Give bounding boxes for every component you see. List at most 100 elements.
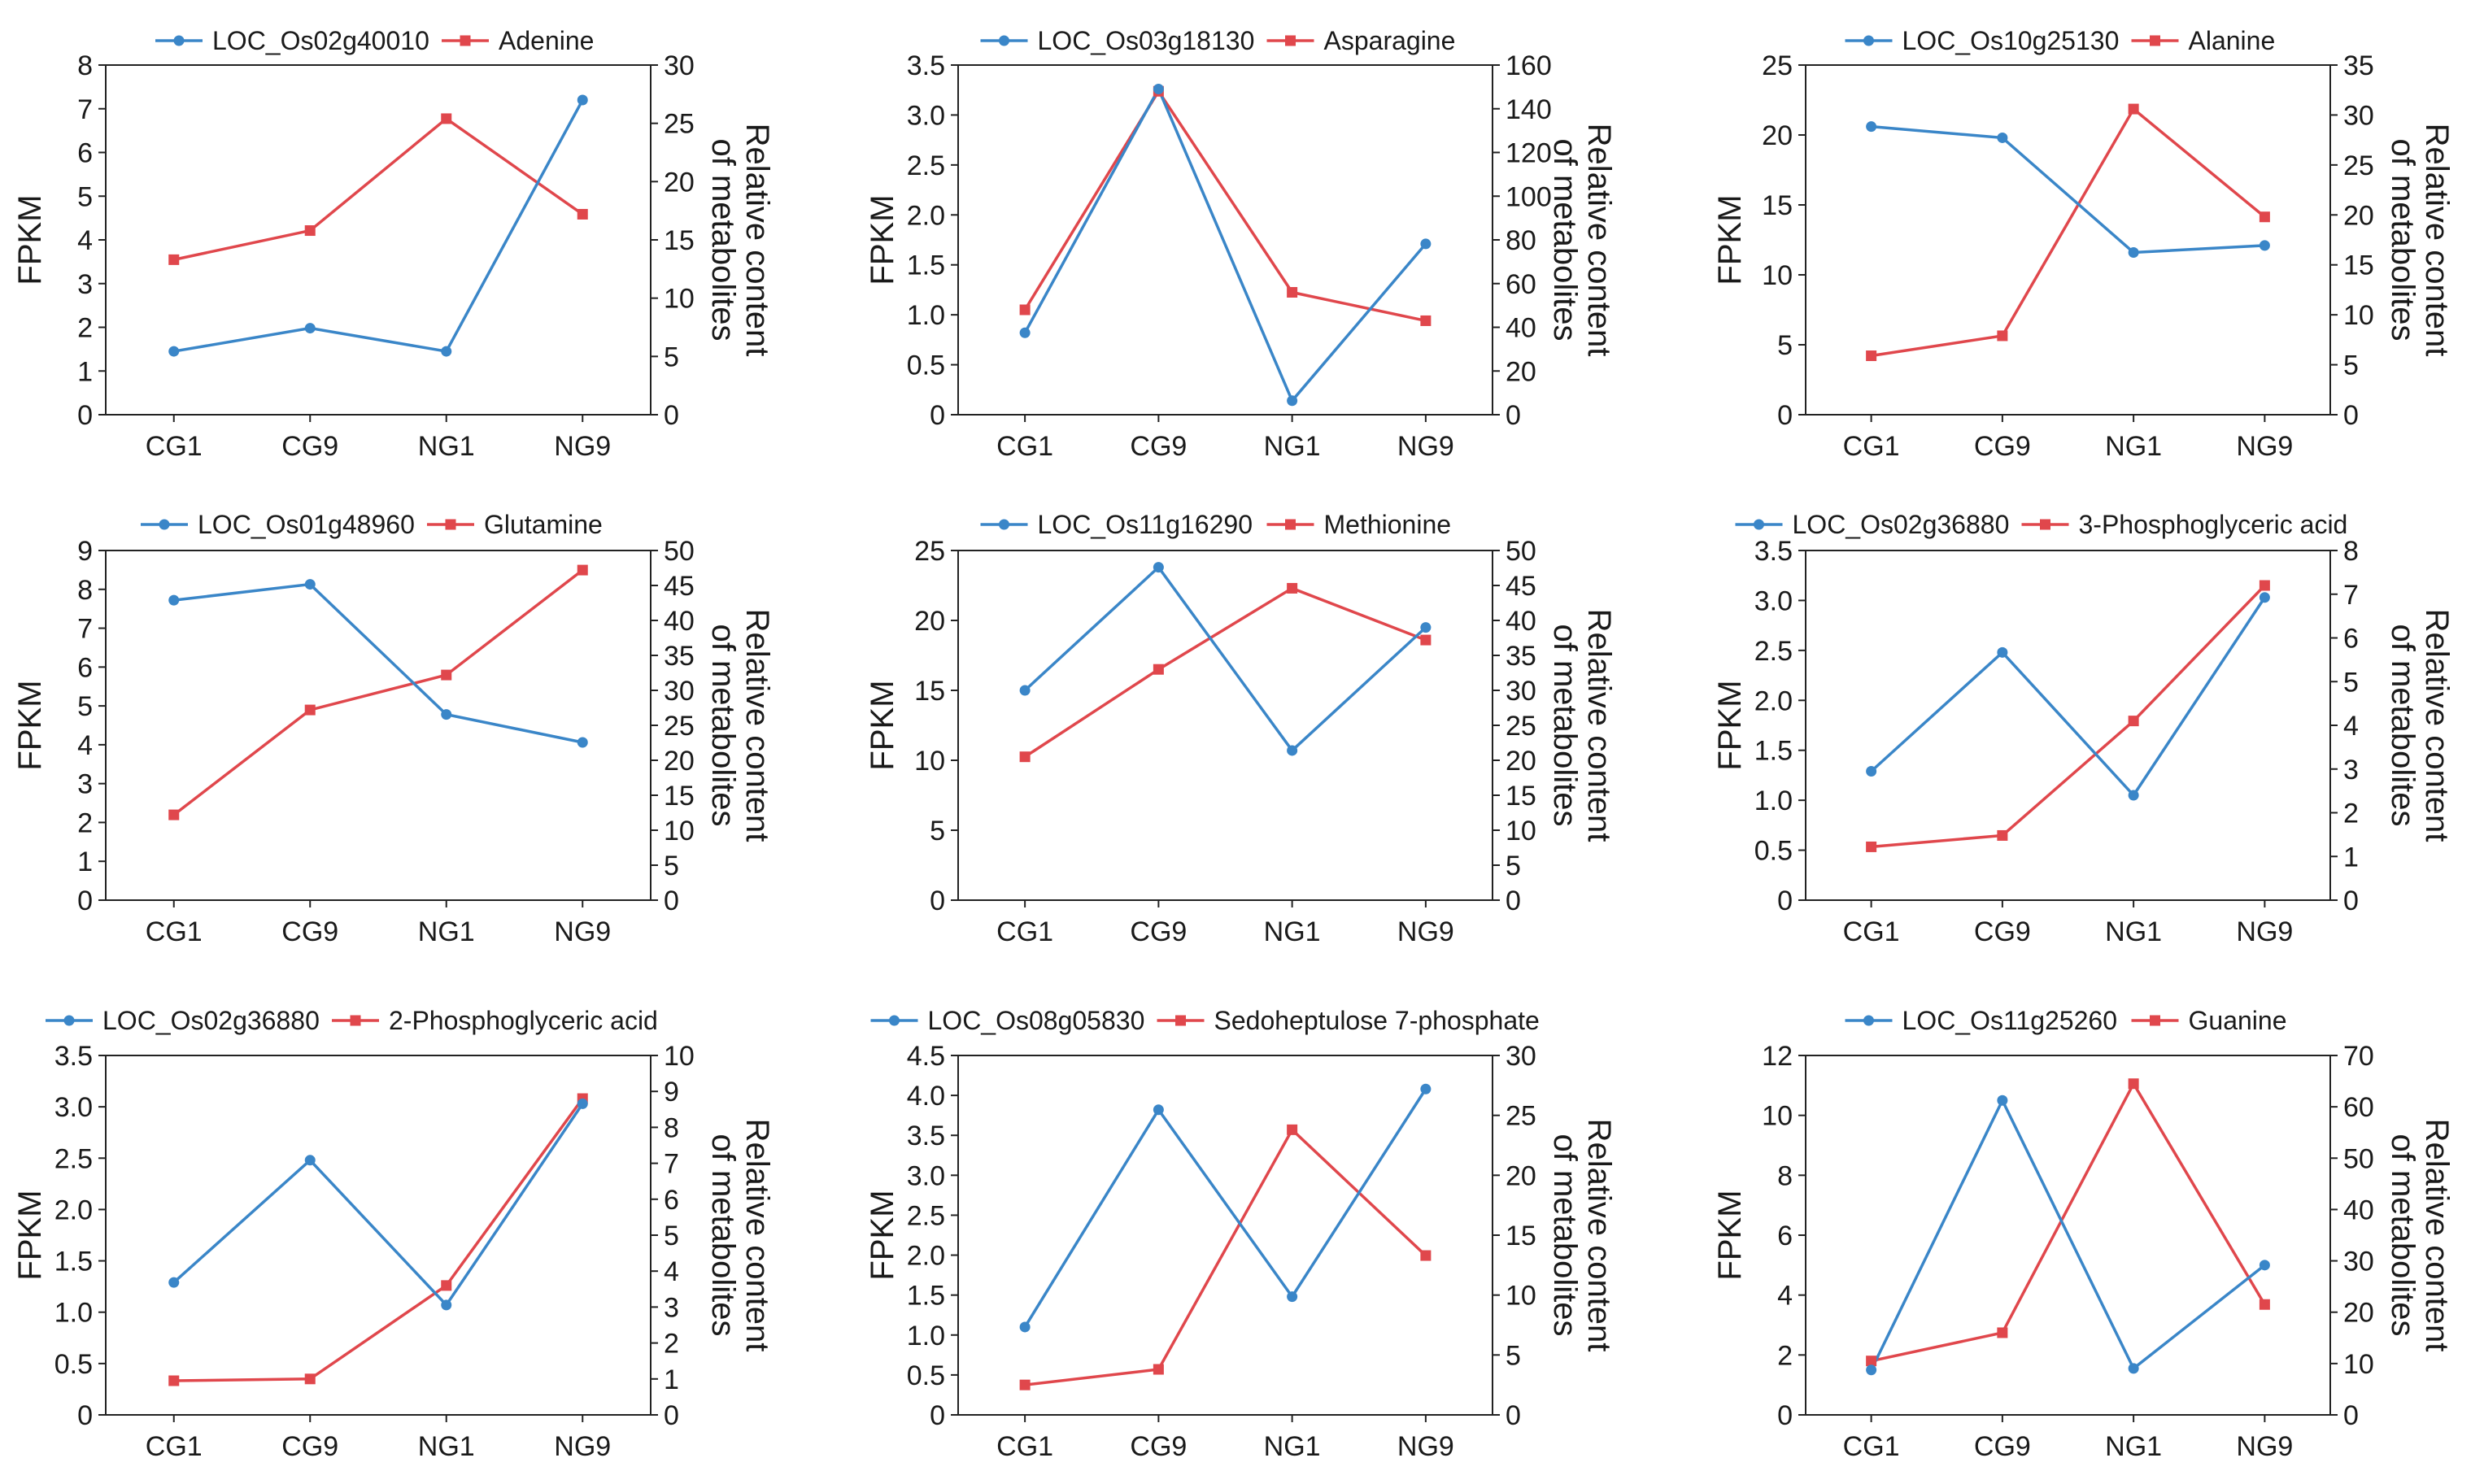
chart-panel-7: 0 0.5 1.0 1.5 2.0 2.5 3.0 3.5 0 1 2 3 4 5 6 7 8 9 10 CG1 CG9… [12,1006,775,1462]
left-tick-label: 2 [1777,1340,1793,1371]
left-tick-label: 6 [1777,1221,1793,1251]
x-tick-label: CG9 [281,916,338,947]
left-tick-label: 4.5 [907,1041,945,1072]
data-point-gene [577,737,588,748]
left-axis-title: FPKM [12,1190,48,1280]
right-tick-label: 35 [664,641,695,672]
right-tick-label: 10 [664,1041,695,1072]
left-tick-label: 3.0 [907,1160,945,1191]
left-axis-title: FPKM [865,680,900,770]
left-tick-label: 2.5 [54,1143,93,1174]
left-tick-label: 15 [1762,190,1793,221]
right-tick-label: 60 [2343,1092,2374,1123]
legend: LOC_Os01g48960 Glutamine [141,510,603,539]
data-point-gene [2259,592,2270,603]
left-tick-label: 5 [1777,330,1793,361]
left-tick-label: 3 [77,269,93,300]
right-tick-label: 100 [1506,181,1552,212]
right-axis-title-line1: Relative content [2419,124,2455,357]
data-point-gene [2128,1363,2139,1374]
left-tick-label: 1.5 [907,1281,945,1312]
data-point-gene [2128,790,2139,801]
series-line-gene [1023,1088,1427,1328]
data-point-gene [304,1155,316,1166]
right-axis-title-line1: Relative content [739,609,775,842]
left-tick-label: 2.0 [1754,685,1793,716]
legend-label-gene: LOC_Os02g36880 [1793,510,2010,539]
data-point-metabolite [2259,580,2270,591]
legend-label-metabolite: Asparagine [1324,26,1456,55]
data-point-metabolite [1420,1250,1432,1261]
right-tick-label: 35 [1506,641,1536,672]
data-point-gene [304,323,316,334]
series-line-gene [172,1103,584,1308]
right-axis-title-line2: of metabolites [705,1134,741,1336]
left-tick-label: 8 [1777,1160,1793,1191]
left-tick-label: 7 [77,94,93,125]
data-point-metabolite [1866,1356,1877,1367]
legend-label-metabolite: Sedoheptulose 7-phosphate [1214,1006,1540,1035]
right-axis-title-line1: Relative content [739,1119,775,1352]
legend-marker-metabolite [1285,519,1296,530]
right-tick-label: 15 [1506,1221,1536,1251]
right-tick-label: 20 [664,167,695,198]
data-point-metabolite [2259,1299,2270,1310]
left-tick-label: 1.5 [54,1247,93,1277]
right-tick-label: 2 [664,1329,679,1360]
right-tick-label: 8 [2343,536,2359,567]
left-tick-label: 3.0 [54,1092,93,1123]
left-tick-label: 4 [77,730,93,761]
x-tick-label: CG1 [996,1431,1053,1462]
data-point-gene [1420,622,1432,633]
right-tick-label: 10 [664,816,695,846]
x-tick-label: NG9 [2236,916,2293,947]
legend-label-metabolite: Guanine [2189,1006,2287,1035]
right-tick-label: 10 [2343,300,2374,331]
right-tick-label: 40 [1506,606,1536,637]
left-tick-label: 7 [77,614,93,645]
left-axis-title: FPKM [865,1190,900,1280]
series-line-metabolite [1024,586,1427,759]
legend-marker-gene [173,35,185,46]
left-tick-label: 1.5 [1754,736,1793,767]
right-tick-label: 20 [2343,200,2374,231]
series-line-metabolite [173,1098,584,1382]
right-tick-label: 30 [664,676,695,707]
right-tick-label: 8 [664,1112,679,1143]
right-tick-label: 15 [2343,250,2374,281]
legend-marker-gene [1863,35,1874,46]
series-line-gene [1023,85,1427,404]
right-tick-label: 45 [664,571,695,602]
right-tick-label: 140 [1506,94,1552,125]
right-tick-label: 6 [2343,624,2359,655]
chart-panel-8: 0 0.5 1.0 1.5 2.0 2.5 3.0 3.5 4.0 4.5 0 5 10 15 20 25 30… [865,1006,1617,1462]
series-line-gene [1023,565,1427,753]
left-tick-label: 3.5 [1754,536,1793,567]
left-tick-label: 25 [914,536,945,567]
right-tick-label: 4 [664,1256,679,1287]
right-axis-title-line1: Relative content [1581,124,1617,357]
legend-marker-gene [999,519,1009,530]
right-tick-label: 20 [1506,356,1536,387]
left-axis-title: FPKM [1712,1190,1748,1280]
x-tick-label: CG9 [1130,916,1187,947]
series-line-metabolite [1871,1081,2266,1363]
left-tick-label: 4 [77,225,93,256]
legend: LOC_Os10g25130 Alanine [1845,26,2275,55]
left-tick-label: 0.5 [907,350,945,381]
right-axis-title-line1: Relative content [2419,1119,2455,1352]
left-tick-label: 5 [930,816,945,846]
series-line-metabolite [1871,584,2266,849]
data-point-gene [1997,1095,2008,1106]
left-tick-label: 0.5 [54,1349,93,1380]
left-tick-label: 0 [77,886,93,916]
right-tick-label: 5 [664,342,679,372]
plot-frame [1805,64,2331,416]
left-axis-title: FPKM [1712,194,1748,285]
right-tick-label: 45 [1506,571,1536,602]
data-point-gene [1287,745,1298,756]
right-tick-label: 4 [2343,711,2359,742]
left-tick-label: 1.5 [907,250,945,281]
right-tick-label: 2 [2343,799,2359,829]
right-tick-label: 20 [1506,746,1536,777]
